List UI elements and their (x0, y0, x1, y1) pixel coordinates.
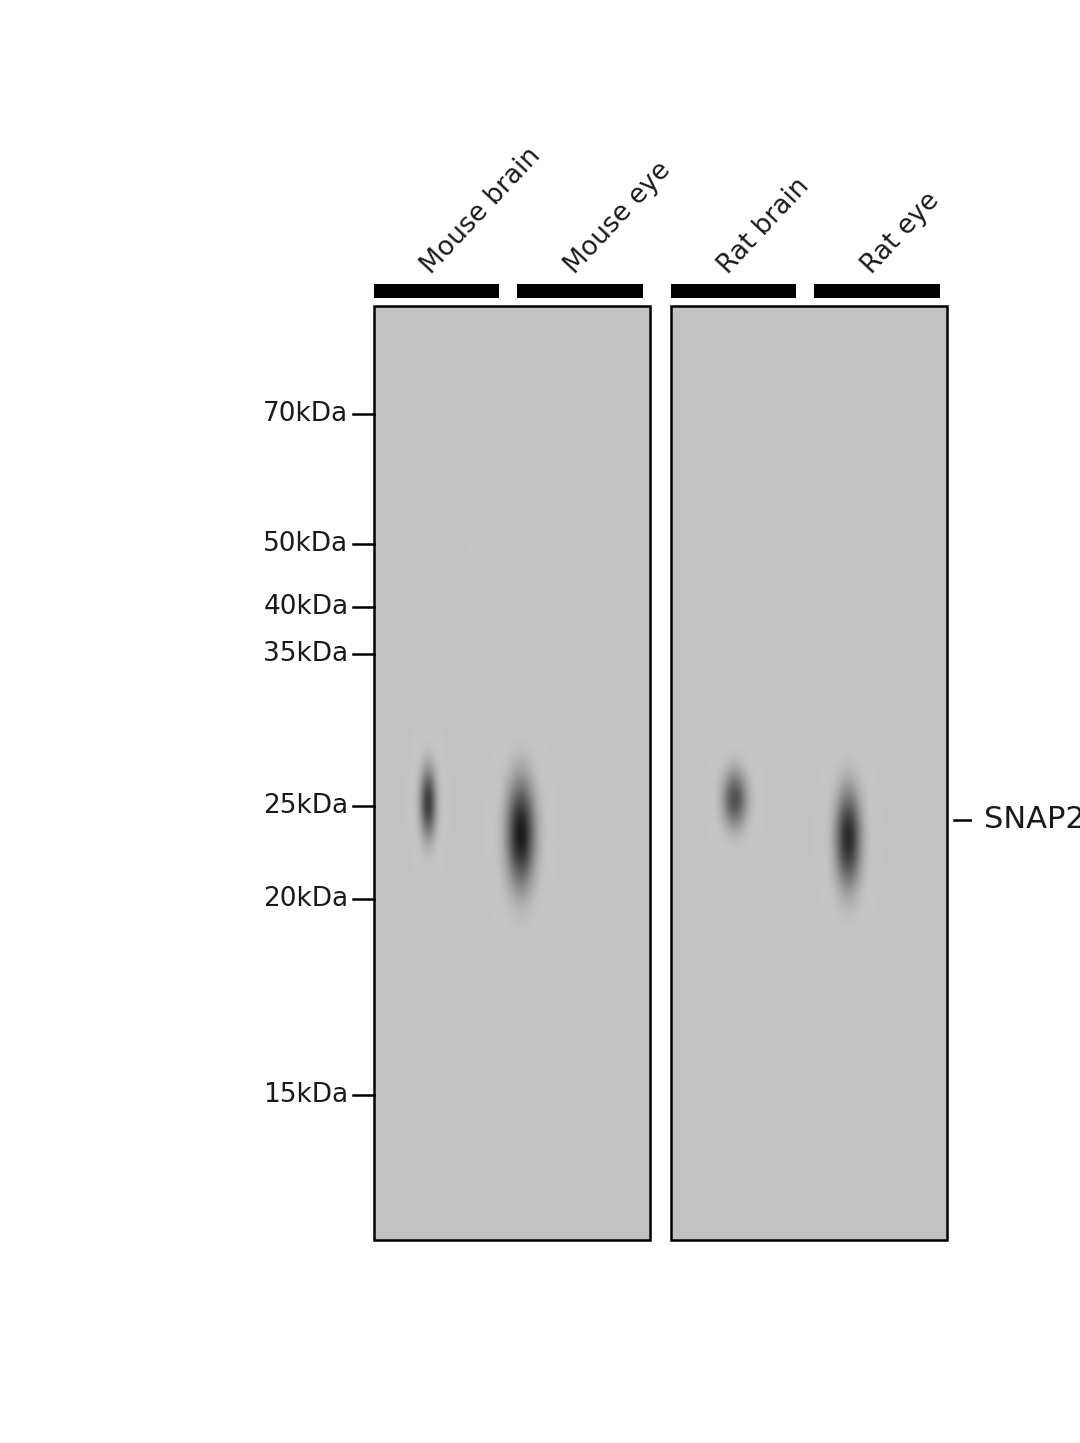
Text: Rat brain: Rat brain (714, 173, 815, 278)
Text: 15kDa: 15kDa (264, 1082, 349, 1108)
Bar (814, 284, 940, 297)
Bar (671, 306, 947, 1240)
Text: 70kDa: 70kDa (264, 401, 349, 427)
Bar (517, 284, 643, 297)
Text: 20kDa: 20kDa (264, 886, 349, 912)
Text: 40kDa: 40kDa (264, 595, 349, 620)
Bar (374, 284, 499, 297)
Text: Rat eye: Rat eye (858, 188, 945, 278)
Text: 35kDa: 35kDa (264, 641, 349, 667)
Bar (671, 284, 796, 297)
Text: SNAP25: SNAP25 (984, 805, 1080, 834)
Bar (374, 306, 650, 1240)
Text: 50kDa: 50kDa (264, 531, 349, 557)
Text: Mouse eye: Mouse eye (561, 157, 676, 278)
Text: 25kDa: 25kDa (264, 792, 349, 818)
Text: Mouse brain: Mouse brain (417, 143, 546, 278)
